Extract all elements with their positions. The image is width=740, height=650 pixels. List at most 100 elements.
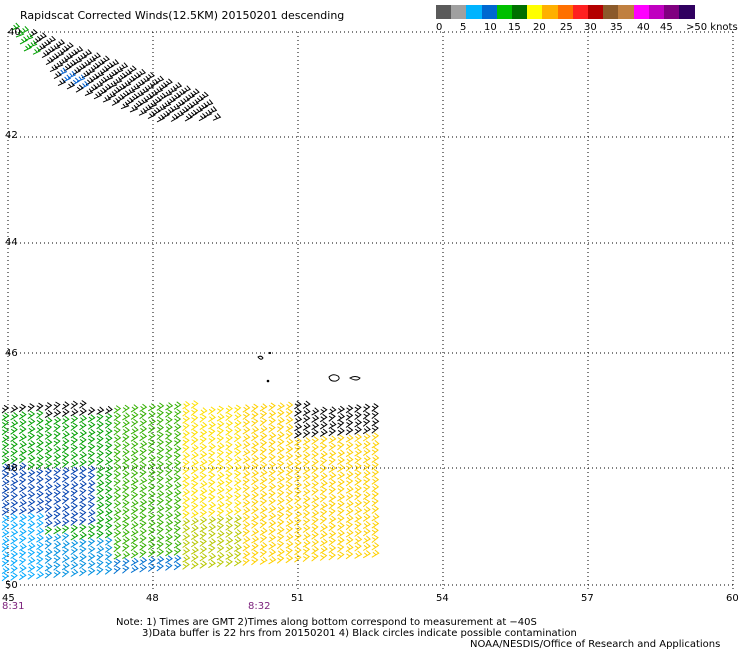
wind-barb bbox=[259, 425, 268, 434]
wind-barb bbox=[319, 538, 328, 547]
wind-barb bbox=[61, 437, 70, 447]
wind-barb bbox=[53, 511, 61, 520]
wind-barb bbox=[147, 505, 156, 514]
wind-barb bbox=[328, 456, 336, 466]
wind-barb bbox=[194, 106, 204, 115]
wind-barb bbox=[138, 108, 148, 116]
lat-label-50: 50 bbox=[5, 580, 18, 591]
wind-barb bbox=[53, 401, 61, 411]
colorbar-segment bbox=[557, 5, 574, 19]
wind-barb bbox=[53, 562, 61, 571]
wind-barb bbox=[337, 493, 346, 502]
wind-barb bbox=[371, 483, 380, 493]
wind-barb bbox=[61, 459, 70, 468]
wind-barb bbox=[190, 509, 199, 519]
wind-barb bbox=[18, 403, 27, 413]
wind-barb bbox=[190, 487, 199, 497]
wind-barb bbox=[79, 443, 87, 453]
lon-label-45: 45 bbox=[2, 593, 15, 604]
wind-barb bbox=[61, 517, 70, 527]
wind-barb bbox=[87, 414, 96, 423]
wind-barb bbox=[139, 461, 147, 471]
wind-barb bbox=[199, 421, 208, 431]
wind-barb bbox=[24, 33, 34, 41]
wind-barb bbox=[328, 530, 337, 539]
wind-barb bbox=[199, 443, 208, 452]
wind-barb bbox=[61, 546, 70, 556]
wind-barb bbox=[166, 106, 175, 115]
wind-barb bbox=[44, 548, 53, 557]
wind-barb bbox=[61, 488, 70, 498]
wind-barb bbox=[302, 553, 311, 562]
wind-barb bbox=[176, 99, 186, 108]
wind-barb bbox=[190, 531, 199, 541]
wind-barb bbox=[302, 437, 311, 446]
wind-barb bbox=[362, 462, 371, 471]
wind-barb bbox=[371, 527, 379, 536]
wind-barb bbox=[87, 509, 96, 518]
wind-barb bbox=[190, 495, 199, 504]
wind-barb bbox=[117, 83, 127, 92]
wind-barb bbox=[10, 565, 18, 574]
wind-barb bbox=[311, 472, 319, 482]
wind-barb bbox=[87, 494, 96, 503]
wind-barb bbox=[53, 467, 61, 476]
wind-barb bbox=[139, 498, 148, 507]
wind-barb bbox=[49, 64, 59, 73]
wind-barb bbox=[371, 461, 379, 471]
wind-barb bbox=[113, 536, 122, 546]
wind-barb bbox=[208, 413, 216, 423]
wind-barb bbox=[165, 409, 173, 418]
wind-barb bbox=[104, 412, 113, 422]
wind-barb bbox=[208, 486, 216, 496]
wind-barb bbox=[216, 559, 225, 568]
colorbar-label: 30 bbox=[584, 22, 597, 33]
colorbar-label: 25 bbox=[560, 22, 573, 33]
wind-barb bbox=[147, 454, 156, 463]
wind-barb bbox=[139, 469, 147, 478]
wind-barb bbox=[1, 572, 10, 582]
wind-barb bbox=[182, 422, 190, 431]
wind-barb bbox=[18, 491, 27, 500]
wind-barb bbox=[53, 554, 61, 564]
wind-barb bbox=[87, 480, 96, 489]
wind-barb bbox=[311, 428, 319, 438]
wind-barb bbox=[113, 500, 122, 509]
wind-barb bbox=[147, 483, 156, 492]
wind-barb bbox=[130, 491, 139, 500]
wind-barb bbox=[328, 427, 337, 437]
wind-barb bbox=[104, 464, 113, 473]
wind-barb bbox=[173, 474, 182, 483]
wind-barb bbox=[165, 518, 174, 528]
wind-barb bbox=[233, 543, 242, 552]
wind-barb bbox=[285, 518, 294, 527]
wind-barb bbox=[208, 428, 216, 437]
wind-barb bbox=[302, 407, 311, 417]
note-line-3: NOAA/NESDIS/Office of Research and Appli… bbox=[470, 639, 721, 650]
wind-barb bbox=[294, 546, 302, 556]
wind-barb bbox=[147, 461, 156, 470]
wind-barb bbox=[311, 487, 319, 496]
wind-barb bbox=[132, 72, 141, 81]
wind-barb bbox=[27, 564, 36, 573]
wind-barb bbox=[113, 448, 121, 458]
wind-barb bbox=[104, 471, 113, 480]
wind-barb bbox=[285, 445, 294, 454]
wind-barb bbox=[156, 424, 165, 433]
wind-barb bbox=[302, 444, 311, 453]
wind-barb bbox=[53, 71, 62, 80]
wind-barb bbox=[147, 468, 156, 478]
wind-barb bbox=[199, 480, 208, 489]
wind-barb bbox=[94, 80, 104, 89]
wind-barb bbox=[104, 493, 113, 502]
wind-barb bbox=[242, 491, 251, 501]
wind-barb bbox=[1, 441, 10, 450]
wind-barb bbox=[345, 536, 354, 545]
wind-barb bbox=[319, 450, 328, 459]
wind-barb bbox=[80, 81, 90, 89]
wind-barb bbox=[96, 471, 104, 481]
wind-barb bbox=[27, 556, 36, 566]
wind-barb bbox=[294, 495, 302, 505]
wind-barb bbox=[182, 517, 191, 527]
wind-barb bbox=[1, 521, 10, 531]
